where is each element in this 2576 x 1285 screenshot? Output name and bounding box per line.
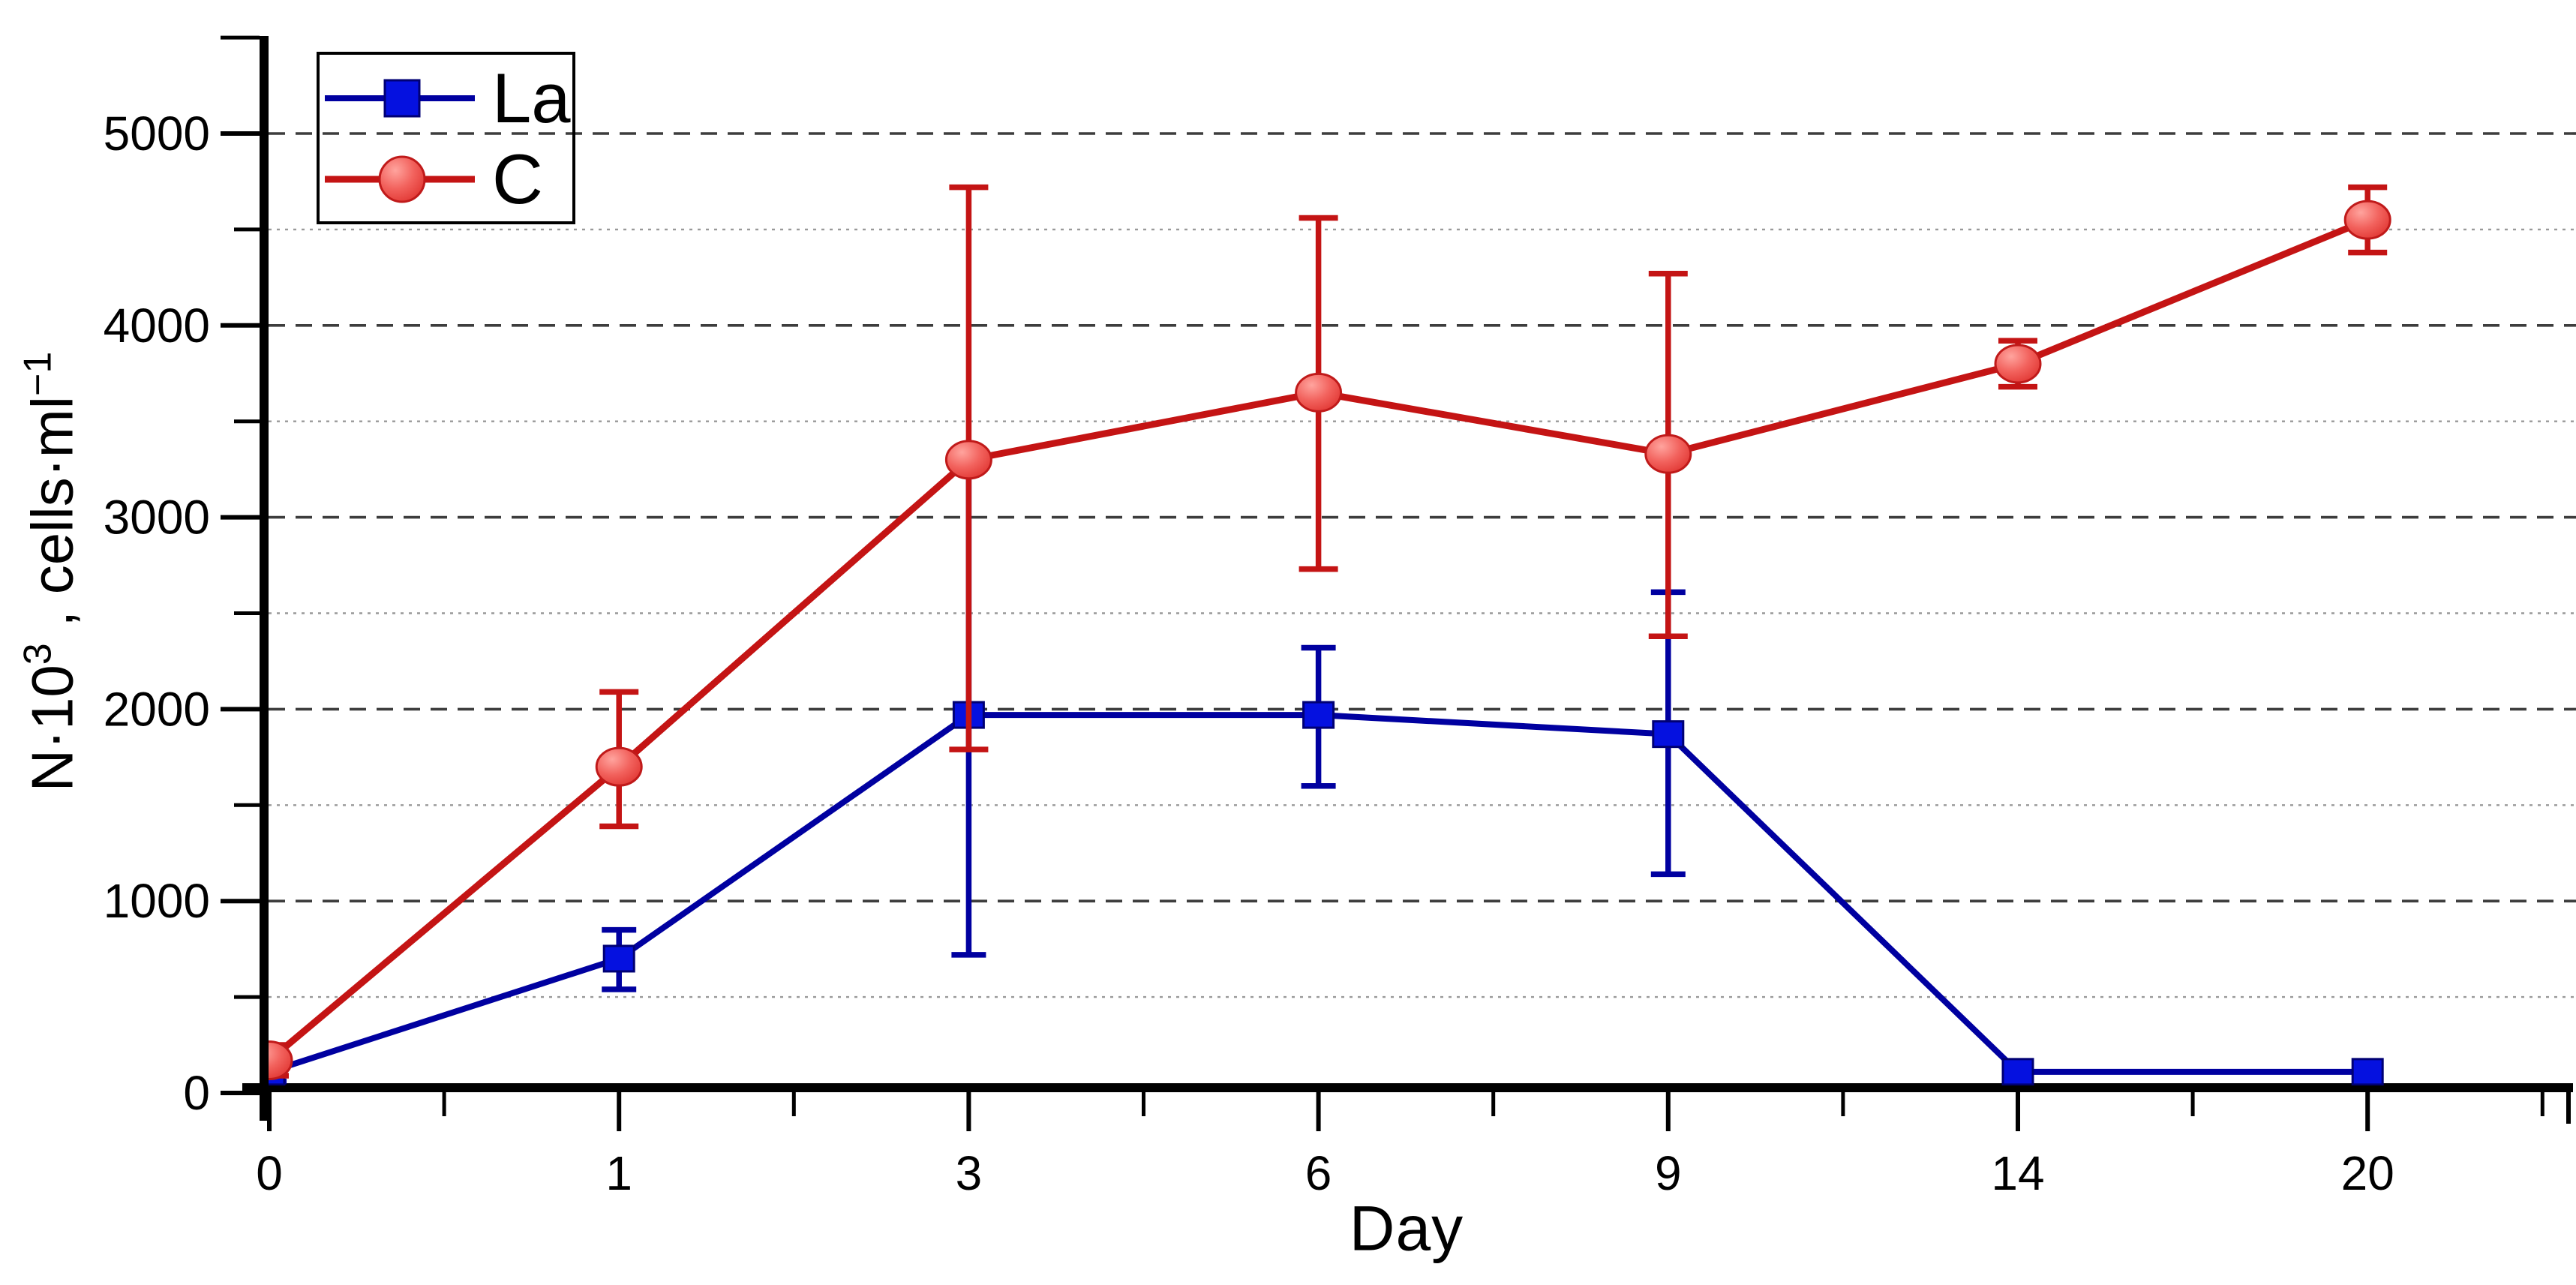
marker-c-day20 <box>2343 200 2391 240</box>
marker-la-day1 <box>602 944 635 973</box>
marker-c-day3 <box>944 440 992 480</box>
y-axis-title-base1: N·10 <box>19 665 86 792</box>
marker-la-day14 <box>2001 1058 2034 1085</box>
x-tick-label-14: 14 <box>1991 1146 2044 1200</box>
marker-c-day6 <box>1295 372 1343 413</box>
y-axis-line <box>260 36 269 1121</box>
legend-item-la: La <box>325 59 571 137</box>
y-tick-label-5000: 5000 <box>104 107 210 161</box>
x-axis-line <box>242 1083 2573 1092</box>
legend: LaC <box>317 52 575 224</box>
y-tick-label-4000: 4000 <box>104 299 210 353</box>
y-tick-label-3000: 3000 <box>104 491 210 545</box>
legend-box <box>317 52 575 224</box>
y-tick-label-0: 0 <box>183 1066 210 1120</box>
gridlines <box>269 132 2576 998</box>
x-tick-label-20: 20 <box>2341 1146 2394 1200</box>
marker-c-day14 <box>1994 344 2042 384</box>
y-axis-title-superscript-minus1: −1 <box>16 351 60 396</box>
legend-marker-circle <box>378 155 426 203</box>
x-tick-label-1: 1 <box>605 1146 632 1200</box>
axes: 0 1 3 6 9 14 20 0 1000 2000 3000 4000 5000 <box>104 35 2573 1200</box>
legend-item-c: C <box>325 140 543 218</box>
marker-c-day1 <box>595 746 643 787</box>
y-tick-label-2000: 2000 <box>104 682 210 736</box>
y-tick-label-1000: 1000 <box>104 874 210 928</box>
legend-label-la: La <box>492 59 571 137</box>
marker-la-day20 <box>2351 1058 2384 1085</box>
x-tick-label-3: 3 <box>956 1146 983 1200</box>
y-axis-title-superscript-3: 3 <box>16 643 60 665</box>
series-c <box>269 184 2391 1081</box>
legend-marker-square <box>383 79 421 118</box>
x-tick-label-6: 6 <box>1305 1146 1332 1200</box>
x-tick-label-9: 9 <box>1655 1146 1682 1200</box>
marker-la-day6 <box>1302 701 1335 729</box>
marker-c-day9 <box>1644 434 1692 474</box>
y-axis-title: N·103 , cells·ml−1 <box>16 351 87 792</box>
x-tick-label-0: 0 <box>256 1146 283 1200</box>
marker-c-day0 <box>269 1040 293 1081</box>
y-axis-title-base2: , cells·ml <box>19 395 86 644</box>
marker-la-day9 <box>1652 720 1685 749</box>
legend-label-c: C <box>492 140 543 218</box>
x-axis-title: Day <box>1349 1193 1464 1264</box>
